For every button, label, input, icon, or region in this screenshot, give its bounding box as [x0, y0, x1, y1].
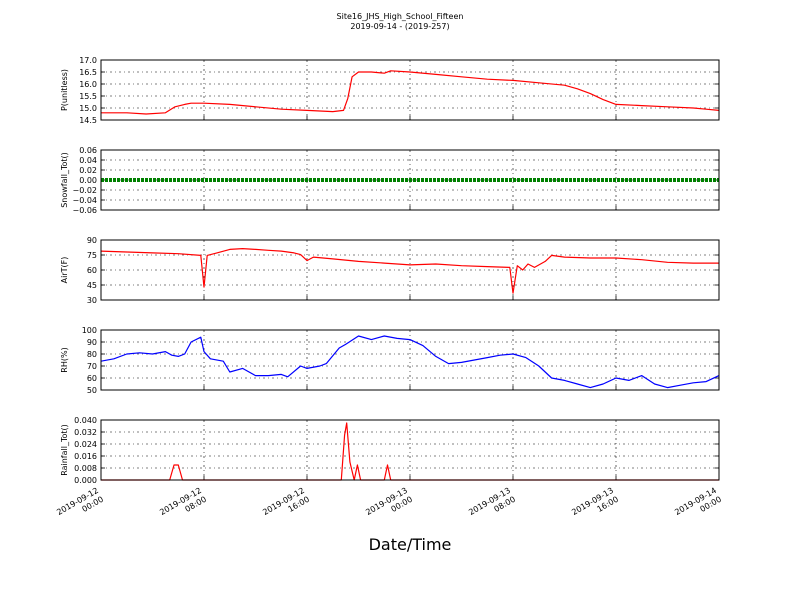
x-axis-label: Date/Time [369, 535, 452, 554]
y-tick-label: 14.5 [79, 116, 97, 125]
series-line [101, 422, 719, 481]
subplot-frame [100, 149, 720, 211]
series-line [100, 335, 720, 389]
subplot-1: 14.5 15.0 15.5 16.0 16.5 17.0 P(unitless) [60, 56, 720, 125]
y-tick-label: −0.06 [72, 206, 97, 215]
y-tick-label: 0.016 [74, 452, 97, 461]
subplot-frame [100, 59, 720, 121]
x-tick-label: 2019-09-1200:00 [55, 486, 105, 526]
subplot-frame [100, 239, 720, 301]
y-axis-label: Rainfall_Tot() [60, 424, 69, 476]
subplot-stack: 14.5 15.0 15.5 16.0 16.5 17.0 P(unitless) −0.06… [60, 56, 720, 485]
x-axis-tick-labels: 2019-09-1200:00 2019-09-1208:00 2019-09-12… [55, 486, 723, 526]
y-tick-label: 80 [87, 350, 97, 359]
x-tick-label: 2019-09-1208:00 [158, 486, 208, 526]
y-tick-label: 0.06 [79, 146, 97, 155]
chart-subtitle: 2019-09-14 - (2019-257) [350, 22, 449, 31]
y-tick-label: 0.040 [74, 416, 97, 425]
y-tick-label: 60 [87, 266, 97, 275]
y-axis-label: AirT(F) [60, 257, 69, 284]
x-tick-label: 2019-09-1308:00 [467, 486, 517, 526]
y-tick-label: 0.02 [79, 166, 97, 175]
y-tick-label: 0.00 [79, 176, 97, 185]
subplot-4: 50 60 70 80 90 100 RH(%) [60, 326, 720, 395]
x-tick-label: 2019-09-1316:00 [570, 486, 620, 526]
subplot-5: 0.000 0.008 0.016 0.024 0.032 0.040 Rainfall_T… [60, 416, 720, 485]
y-tick-label: 75 [87, 251, 97, 260]
y-tick-label: −0.02 [72, 186, 97, 195]
y-tick-label: 100 [82, 326, 97, 335]
y-tick-label: 0.032 [74, 428, 97, 437]
chart-title: Site16_JHS_High_School_Fifteen [337, 12, 464, 21]
y-axis-label: P(unitless) [60, 69, 69, 111]
y-tick-label: 0.024 [74, 440, 97, 449]
subplot-frame [100, 419, 720, 481]
y-tick-label: 0.000 [74, 476, 97, 485]
series-line [100, 248, 719, 294]
y-tick-label: 90 [87, 338, 97, 347]
y-tick-label: 70 [87, 362, 97, 371]
subplot-2: −0.06−0.04−0.020.000.020.040.06 Snowfall_… [60, 146, 720, 215]
y-tick-label: 45 [87, 281, 97, 290]
y-tick-label: 17.0 [79, 56, 97, 65]
x-tick-label: 2019-09-1300:00 [364, 486, 414, 526]
x-tick-label: 2019-09-1216:00 [261, 486, 311, 526]
subplot-frame [100, 329, 720, 391]
y-tick-label: 0.04 [79, 156, 97, 165]
y-tick-label: 0.008 [74, 464, 97, 473]
y-tick-label: 30 [87, 296, 97, 305]
y-tick-label: 50 [87, 386, 97, 395]
y-tick-label: −0.04 [72, 196, 97, 205]
y-tick-label: 15.5 [79, 92, 97, 101]
y-axis-label: Snowfall_Tot() [60, 152, 69, 208]
subplot-3: 30 45 60 75 90 AirT(F) [60, 236, 720, 305]
y-tick-label: 60 [87, 374, 97, 383]
series-line [101, 70, 720, 115]
y-tick-label: 16.5 [79, 68, 97, 77]
y-tick-label: 16.0 [79, 80, 97, 89]
y-tick-label: 15.0 [79, 104, 97, 113]
x-tick-label: 2019-09-1400:00 [673, 486, 723, 526]
y-axis-label: RH(%) [60, 347, 69, 372]
y-tick-label: 90 [87, 236, 97, 245]
